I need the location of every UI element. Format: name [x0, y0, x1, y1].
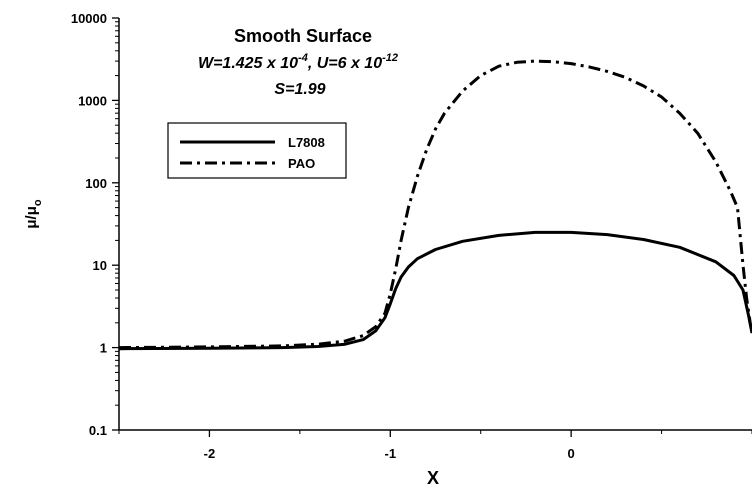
y-tick-label: 0.1 — [89, 423, 107, 438]
param-w-exponent: -4 — [298, 52, 308, 64]
legend-box — [167, 122, 347, 179]
y-tick-label: 10 — [93, 258, 107, 273]
y-tick-label: 10000 — [71, 11, 107, 26]
y-tick-label: 100 — [85, 176, 107, 191]
series-line-pao — [118, 59, 752, 350]
series-layer — [118, 59, 752, 351]
y-tick-label: 1 — [100, 341, 107, 356]
x-axis-label: X — [427, 468, 439, 488]
x-tick-label: -1 — [385, 446, 397, 461]
legend: L7808 PAO — [167, 122, 347, 179]
param-u-exponent: -12 — [382, 52, 398, 64]
x-axis-ticks: -2 -1 0 — [118, 430, 752, 461]
parameter-s-annotation: S=1.99 — [274, 81, 325, 98]
legend-label-pao: PAO — [288, 156, 315, 171]
param-w-base: W=1.425 x 10 — [198, 55, 298, 72]
y-axis-label-subscript: o — [32, 199, 44, 206]
x-tick-label: -2 — [204, 446, 216, 461]
param-u-base: , U=6 x 10 — [307, 55, 382, 72]
y-axis-label-main: μ/μ — [23, 206, 40, 229]
y-axis-ticks: 0.1 1 10 100 1000 10000 — [71, 11, 119, 438]
chart-title: Smooth Surface — [234, 26, 372, 46]
legend-label-l7808: L7808 — [288, 135, 325, 150]
parameters-annotation: W=1.425 x 10-4, U=6 x 10-12 — [198, 52, 398, 72]
x-tick-label: 0 — [568, 446, 575, 461]
y-axis-label: μ/μo — [23, 199, 44, 229]
y-tick-label: 1000 — [78, 93, 107, 108]
series-line-l7808 — [118, 230, 752, 351]
